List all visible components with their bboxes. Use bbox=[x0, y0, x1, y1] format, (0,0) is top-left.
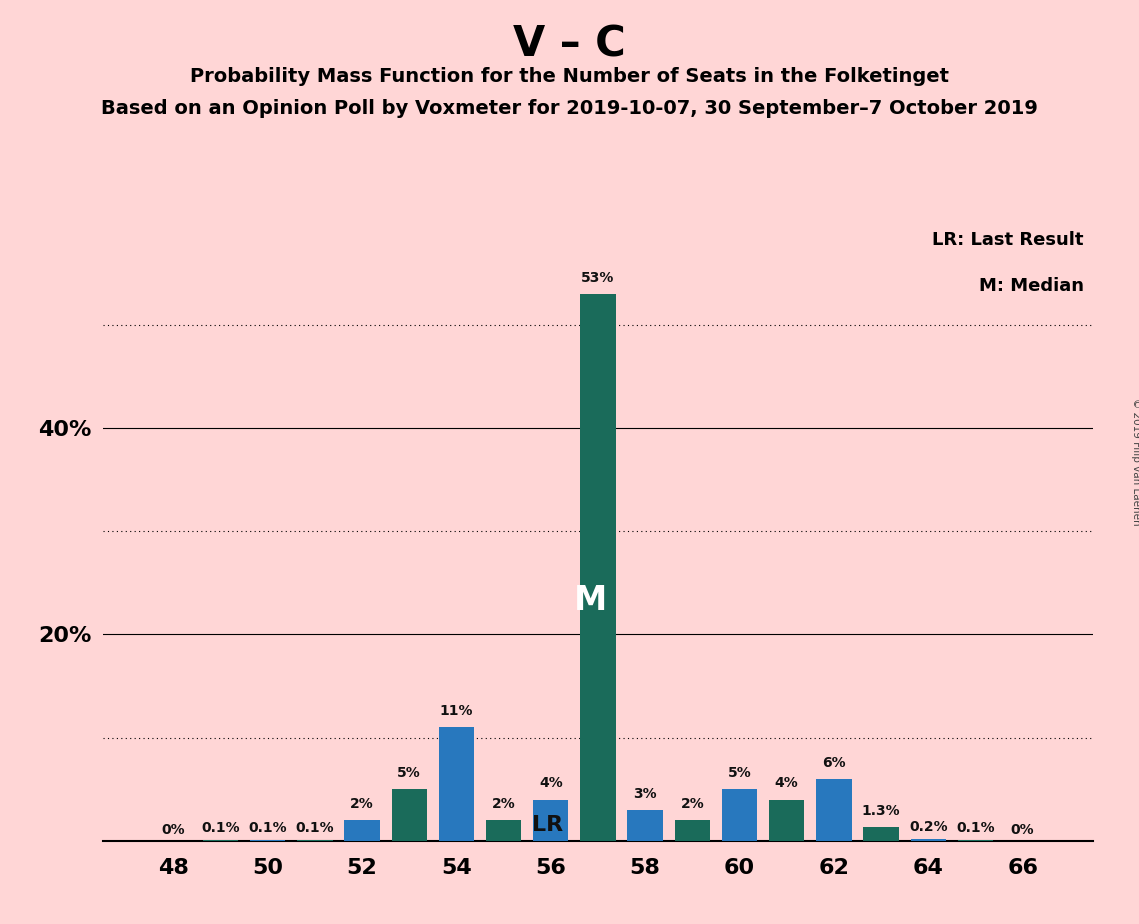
Text: 0.1%: 0.1% bbox=[202, 821, 240, 834]
Text: M: M bbox=[574, 584, 607, 616]
Bar bbox=[203, 840, 238, 841]
Text: 0.1%: 0.1% bbox=[295, 821, 334, 834]
Text: 0.1%: 0.1% bbox=[956, 821, 994, 834]
Bar bbox=[817, 779, 852, 841]
Bar bbox=[392, 789, 427, 841]
Bar bbox=[674, 821, 710, 841]
Bar bbox=[769, 799, 804, 841]
Text: 5%: 5% bbox=[728, 766, 752, 780]
Text: 1.3%: 1.3% bbox=[862, 804, 901, 818]
Text: 0.1%: 0.1% bbox=[248, 821, 287, 834]
Text: 0.2%: 0.2% bbox=[909, 820, 948, 833]
Text: 2%: 2% bbox=[350, 796, 374, 811]
Text: 4%: 4% bbox=[775, 776, 798, 790]
Bar bbox=[439, 727, 474, 841]
Text: Probability Mass Function for the Number of Seats in the Folketinget: Probability Mass Function for the Number… bbox=[190, 67, 949, 86]
Bar bbox=[297, 840, 333, 841]
Bar bbox=[533, 799, 568, 841]
Text: 3%: 3% bbox=[633, 786, 657, 800]
Text: LR: Last Result: LR: Last Result bbox=[932, 231, 1083, 249]
Text: 5%: 5% bbox=[398, 766, 421, 780]
Text: 11%: 11% bbox=[440, 704, 473, 718]
Bar bbox=[863, 827, 899, 841]
Text: 2%: 2% bbox=[492, 796, 516, 811]
Text: 0%: 0% bbox=[1010, 822, 1034, 837]
Text: 6%: 6% bbox=[822, 756, 846, 770]
Text: 4%: 4% bbox=[539, 776, 563, 790]
Text: 0%: 0% bbox=[162, 822, 186, 837]
Bar bbox=[958, 840, 993, 841]
Bar bbox=[722, 789, 757, 841]
Bar bbox=[249, 840, 286, 841]
Text: © 2019 Filip van Laenen: © 2019 Filip van Laenen bbox=[1131, 398, 1139, 526]
Bar bbox=[910, 839, 947, 841]
Bar bbox=[628, 809, 663, 841]
Bar bbox=[344, 821, 379, 841]
Text: LR: LR bbox=[532, 815, 563, 835]
Bar bbox=[580, 294, 616, 841]
Text: V – C: V – C bbox=[514, 23, 625, 65]
Text: 53%: 53% bbox=[581, 271, 615, 285]
Bar bbox=[486, 821, 522, 841]
Text: 2%: 2% bbox=[680, 796, 704, 811]
Text: Based on an Opinion Poll by Voxmeter for 2019-10-07, 30 September–7 October 2019: Based on an Opinion Poll by Voxmeter for… bbox=[101, 99, 1038, 118]
Text: M: Median: M: Median bbox=[978, 277, 1083, 296]
